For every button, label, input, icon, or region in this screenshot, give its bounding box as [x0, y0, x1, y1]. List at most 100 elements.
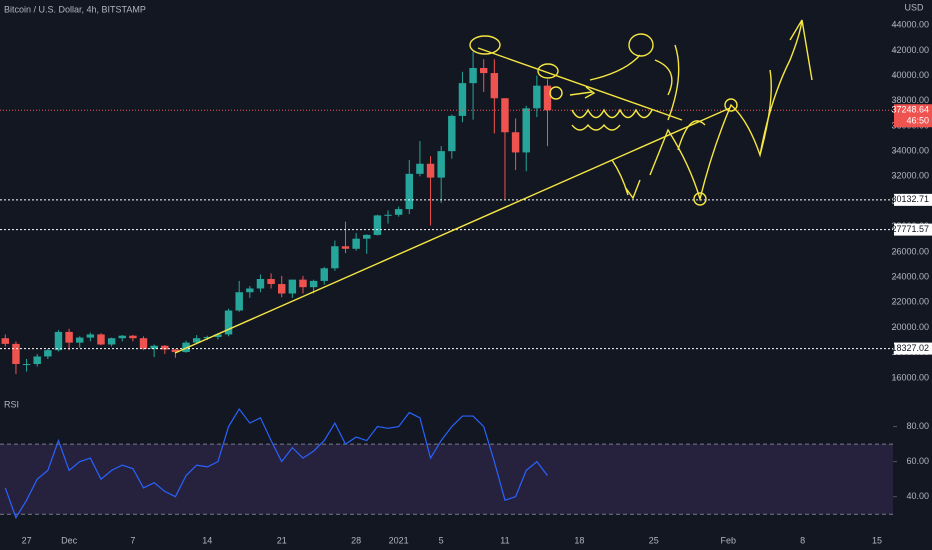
candle-body	[533, 85, 541, 109]
rsi-title: RSI	[4, 399, 19, 409]
x-tick-label: 11	[500, 535, 509, 545]
x-tick-label: 27	[22, 535, 32, 545]
circle-drawing	[549, 86, 563, 100]
level-label-box	[894, 193, 932, 206]
candle-body	[203, 336, 212, 339]
y-tick-label: 20000.00	[891, 322, 929, 332]
candle-body	[129, 335, 137, 339]
grid	[0, 443, 893, 515]
marks	[0, 51, 893, 520]
y-tick-label: 40000.00	[891, 70, 929, 80]
candle-body	[426, 163, 435, 178]
x-tick-label: 21	[277, 535, 287, 545]
candle-body	[416, 163, 424, 174]
candle-body	[150, 345, 158, 349]
arrow-drawing	[611, 159, 641, 200]
candle-body	[12, 343, 20, 365]
candle-body	[373, 215, 382, 235]
last-price-box	[894, 104, 932, 128]
circle-drawing	[537, 63, 559, 79]
rsi-line	[4, 407, 548, 520]
candle-body	[437, 151, 445, 178]
candle-body	[33, 356, 41, 365]
y-tick-label: 16000.00	[891, 372, 929, 382]
candle-body	[341, 246, 350, 249]
candle-body	[352, 238, 360, 249]
candle-body	[44, 350, 52, 357]
circle-drawing	[724, 98, 738, 112]
candle-body	[479, 68, 488, 74]
candle-body	[543, 85, 552, 111]
candle-body	[54, 331, 63, 351]
level-label-box	[894, 223, 932, 236]
candle-body	[448, 115, 456, 152]
candle-body	[363, 234, 371, 239]
circle-drawing	[628, 33, 654, 57]
candle-body	[501, 98, 509, 133]
y-tick-label: 60.00	[906, 456, 929, 466]
candle-body	[331, 246, 339, 269]
circle-drawing	[693, 192, 707, 206]
y-tick-label: 42000.00	[891, 45, 929, 55]
x-tick-label: 7	[130, 535, 135, 545]
candle-body	[490, 73, 499, 99]
candle-body	[86, 334, 95, 338]
x-tick-label: 25	[649, 535, 659, 545]
x-tick-label: 8	[800, 535, 805, 545]
x-tick-label: Dec	[61, 535, 78, 545]
candle-body	[161, 345, 169, 350]
candle-body	[469, 68, 477, 84]
y-tick-label: 44000.00	[891, 20, 929, 30]
candle-body	[192, 338, 201, 343]
candle-body	[118, 335, 126, 339]
y-tick-label: 22000.00	[891, 297, 929, 307]
x-tick-label: 2021	[389, 535, 409, 545]
candle-body	[235, 292, 243, 311]
candle-body	[1, 338, 10, 344]
candle-body	[309, 280, 318, 288]
candle-body	[288, 279, 297, 294]
candle-body	[511, 132, 520, 153]
x-tick-label: 28	[351, 535, 361, 545]
x-tick-label: 15	[872, 535, 882, 545]
labels: 27Dec714212820215111825Feb81516000.00180…	[22, 20, 932, 545]
candle-body	[76, 337, 84, 343]
candle-body	[97, 334, 105, 345]
x-tick-label: Feb	[720, 535, 736, 545]
wave-drawing	[571, 108, 653, 119]
candle-body	[277, 284, 286, 294]
candle-body	[320, 268, 328, 281]
candle-body	[522, 108, 530, 153]
y-tick-label: 24000.00	[891, 271, 929, 281]
arrow-drawing	[569, 86, 596, 99]
level-label: 30132.71	[891, 194, 929, 204]
candle-body	[405, 173, 414, 210]
candle-body	[267, 279, 275, 285]
y-tick-label: 26000.00	[891, 246, 929, 256]
countdown-label: 46:50	[906, 116, 929, 126]
trend-line	[477, 47, 683, 121]
candle-body	[107, 338, 116, 345]
y-tick-label: 80.00	[906, 421, 929, 431]
candle-body	[256, 279, 265, 289]
circle-drawing	[469, 35, 501, 55]
y-tick-label: 38000.00	[891, 95, 929, 105]
freehand-drawing	[589, 44, 680, 121]
candle-body	[224, 310, 233, 335]
candle-body	[214, 334, 222, 337]
y-tick-label: 40.00	[906, 491, 929, 501]
y-tick-label: 34000.00	[891, 146, 929, 156]
candle-body	[458, 83, 467, 116]
y-tick-label: 32000.00	[891, 171, 929, 181]
x-tick-label: 5	[439, 535, 444, 545]
x-tick-label: 14	[202, 535, 212, 545]
candle-body	[139, 338, 148, 349]
chart-title: Bitcoin / U.S. Dollar, 4h, BITSTAMP	[4, 4, 146, 14]
candle-body	[299, 279, 307, 288]
candle-body	[394, 209, 403, 215]
currency-label: USD	[904, 2, 924, 12]
freehand-drawing	[649, 19, 813, 202]
candle-body	[171, 349, 180, 353]
candle-body	[65, 331, 73, 343]
